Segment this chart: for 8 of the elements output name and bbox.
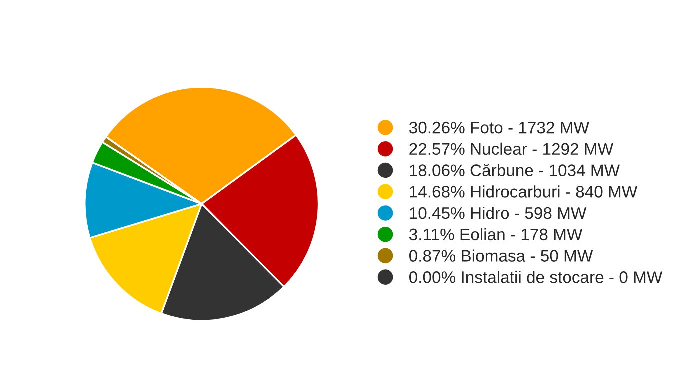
legend-label: 0.87% Biomasa - 50 MW <box>409 250 594 262</box>
legend-label: 14.68% Hidrocarburi - 840 MW <box>410 186 638 198</box>
legend-label: 0.00% Instalatii de stocare - 0 MW <box>409 271 663 284</box>
legend-label: 22.57% Nuclear - 1292 MW <box>410 142 614 156</box>
legend-label: 18.06% Cărbune - 1034 MW <box>410 164 620 176</box>
legend-label: 3.11% Eolian - 178 MW <box>409 228 583 241</box>
legend-label: 30.26% Foto - 1732 MW <box>409 122 590 134</box>
legend-label: 10.45% Hidro - 598 MW <box>410 206 587 220</box>
